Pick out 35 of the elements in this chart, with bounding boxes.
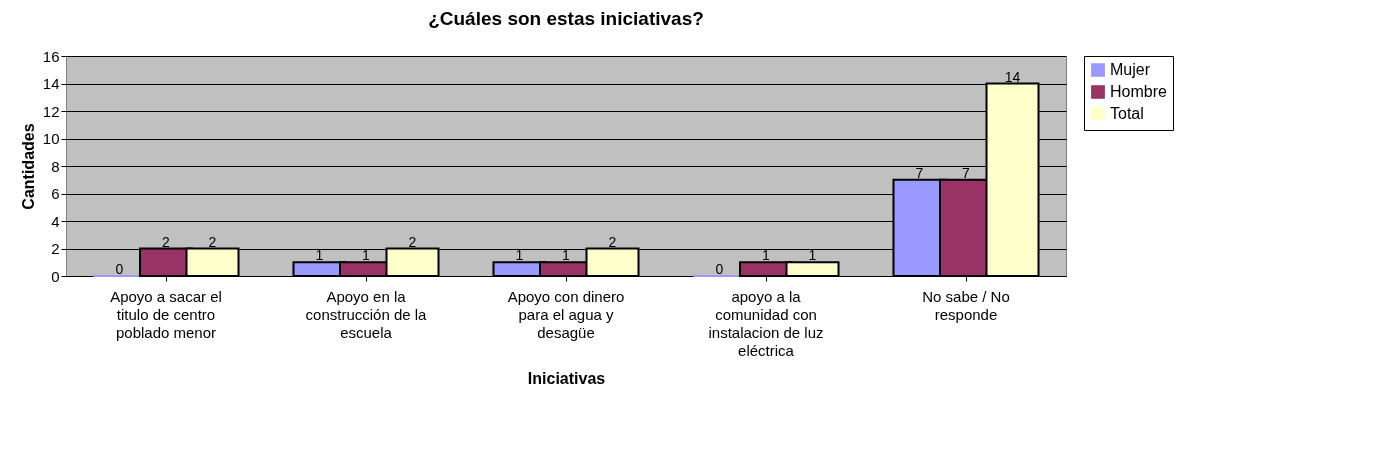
x-tick-label: Apoyo en la construcción de la escuela [305, 287, 428, 341]
data-label: 1 [315, 247, 324, 264]
y-tick-label: 16 [42, 47, 60, 65]
x-tick-label: apoyo a la comunidad con instalacion de luz eléctrica [708, 287, 824, 359]
y-tick-label: 10 [42, 130, 60, 147]
y-tick-label: 12 [42, 102, 60, 120]
data-label: 2 [608, 233, 617, 250]
x-axis-title: Iniciativas [527, 369, 606, 387]
legend-label: Mujer [1110, 61, 1151, 78]
y-tick-label: 8 [51, 157, 60, 175]
legend-label: Hombre [1110, 83, 1168, 100]
chart-title: ¿Cuáles son estas iniciativas? [428, 8, 704, 29]
x-tick-label: No sabe / No responde [922, 287, 1010, 323]
y-tick-label: 14 [42, 75, 60, 92]
data-label: 1 [362, 247, 371, 264]
data-label: 0 [115, 261, 124, 277]
y-tick-label: 0 [51, 267, 60, 285]
data-label: 7 [962, 164, 971, 181]
data-label: 1 [808, 247, 817, 264]
x-tick-label: Apoyo con dinero para el agua y desagüe [507, 287, 625, 341]
x-tick-label: Apoyo a sacar el titulo de centro poblado menor [110, 287, 222, 341]
y-tick-label: 2 [51, 240, 60, 257]
y-tick-label: 4 [51, 212, 60, 230]
data-label: 1 [515, 247, 524, 264]
data-label: 14 [1004, 68, 1021, 85]
y-tick-label: 6 [51, 185, 60, 202]
data-label: 7 [915, 164, 924, 181]
data-label: 2 [208, 233, 217, 250]
legend-label: Total [1110, 105, 1144, 122]
data-label: 2 [408, 233, 417, 250]
data-label: 1 [762, 247, 771, 264]
y-axis-title: Cantidades [19, 123, 37, 210]
data-label: 2 [162, 233, 171, 250]
data-label: 1 [562, 247, 571, 264]
data-label: 0 [715, 261, 724, 277]
